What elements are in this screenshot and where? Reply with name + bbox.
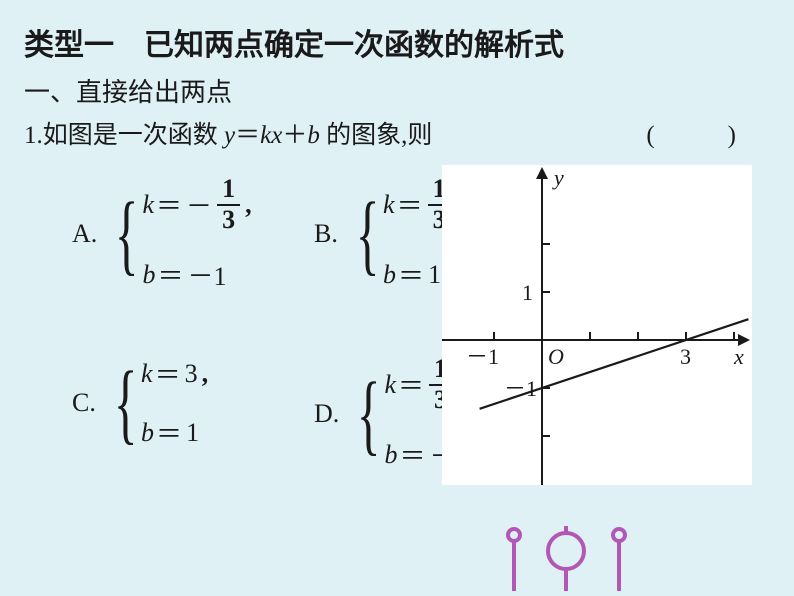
svg-text:x: x <box>733 344 744 369</box>
option-c-system: { k＝3, b＝1 <box>104 355 208 451</box>
function-graph: 3 －1 1 －1 y x O <box>442 165 752 485</box>
svg-text:－1: －1 <box>466 344 499 369</box>
question-1: 1. 如图是一次函数 y＝kx＋b 的图象,则 ( ) <box>24 115 770 151</box>
option-b-label: B. <box>314 219 338 249</box>
options-container: A. { k＝－13, b＝－1 B. { k＝13, b＝1 C. <box>24 165 770 525</box>
option-a-system: { k＝－13, b＝－1 <box>105 175 251 293</box>
svg-text:O: O <box>548 344 564 369</box>
left-brace-icon: { <box>115 203 139 266</box>
svg-text:－1: －1 <box>504 376 537 401</box>
answer-blank: ( ) <box>646 115 760 151</box>
section-subtitle: 一、直接给出两点 <box>24 72 770 109</box>
question-text: 如图是一次函数 y＝kx＋b 的图象,则 <box>43 115 647 151</box>
svg-text:3: 3 <box>680 344 691 369</box>
svg-text:y: y <box>552 165 564 190</box>
type-title: 类型一 已知两点确定一次函数的解析式 <box>24 20 770 64</box>
left-brace-icon: { <box>356 203 380 266</box>
document-content: 类型一 已知两点确定一次函数的解析式 一、直接给出两点 1. 如图是一次函数 y… <box>0 0 794 545</box>
option-a-label: A. <box>72 219 97 249</box>
left-brace-icon: { <box>114 372 138 435</box>
graph-svg: 3 －1 1 －1 y x O <box>442 165 752 485</box>
question-number: 1. <box>24 122 43 150</box>
option-c: C. { k＝3, b＝1 <box>72 355 208 451</box>
option-a: A. { k＝－13, b＝－1 <box>72 175 252 293</box>
option-b: B. { k＝13, b＝1 <box>314 175 462 293</box>
option-c-label: C. <box>72 388 96 418</box>
decoration-icon <box>494 521 654 596</box>
option-d-label: D. <box>314 399 339 429</box>
svg-text:1: 1 <box>522 280 533 305</box>
left-brace-icon: { <box>357 383 381 446</box>
